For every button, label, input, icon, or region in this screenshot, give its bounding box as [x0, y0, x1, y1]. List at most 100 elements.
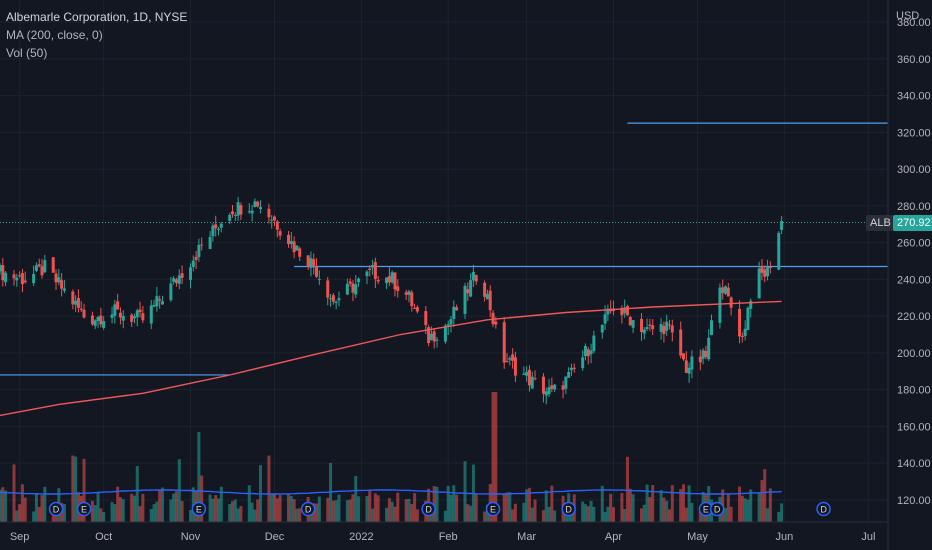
candle-body [623, 307, 627, 314]
candle-body [424, 311, 428, 326]
horizontal-lines [0, 122, 888, 376]
candle-body [485, 293, 489, 300]
volume-bar [513, 503, 517, 522]
candle-body [326, 280, 330, 298]
earnings-marker[interactable] [76, 501, 92, 517]
volume-bar [239, 506, 243, 522]
dividend-marker[interactable] [709, 501, 725, 517]
volume-bar [326, 497, 330, 522]
volume-bar [40, 495, 44, 522]
volume-bar [110, 502, 114, 522]
time-axis[interactable]: Sep Oct Nov Dec 2022 Feb Mar Apr May Jun Jul [0, 521, 888, 543]
volume-bar [278, 495, 282, 522]
candle-body [707, 337, 711, 360]
candle-body [729, 297, 733, 308]
candle-body [687, 367, 691, 374]
candle-body [0, 265, 2, 272]
volume-bar [665, 500, 669, 522]
volume-bar [768, 488, 772, 522]
volume-bar [432, 486, 436, 522]
candle-body [620, 307, 624, 316]
dividend-marker[interactable] [816, 501, 831, 517]
candle-body [743, 328, 747, 337]
candle-body [684, 360, 688, 373]
volume-indicator-label[interactable]: Vol (50) [6, 46, 48, 60]
candle-body [600, 324, 604, 333]
volume-bar [662, 497, 666, 522]
volume-bar [275, 498, 279, 522]
candle-body [259, 207, 263, 210]
volume-bar [449, 494, 453, 522]
time-tick-label: Dec [265, 531, 285, 543]
volume-bar [390, 501, 394, 522]
candle-body [780, 221, 784, 230]
candle-body [701, 350, 705, 359]
volume-bar [256, 499, 260, 522]
volume-bar [684, 507, 688, 522]
candle-body [665, 321, 669, 331]
candle-body [267, 208, 271, 218]
candle-body [132, 316, 136, 319]
dividend-marker[interactable] [48, 501, 64, 517]
candle-body [564, 376, 568, 389]
candle-body [393, 272, 397, 290]
event-marker-label: D [714, 505, 721, 515]
chart-legend: Albemarle Corporation, 1D, NYSE MA (200,… [6, 8, 187, 62]
candle-body [231, 211, 235, 215]
time-tick-label: Apr [605, 531, 622, 543]
candle-body [256, 201, 260, 207]
volume-bar [62, 504, 66, 522]
volume-bar [331, 500, 335, 522]
volume-bar [43, 486, 47, 522]
earnings-marker[interactable] [191, 501, 207, 517]
candle-body [777, 232, 781, 270]
candle-body [354, 284, 358, 295]
candle-body [194, 256, 198, 261]
candle-body [757, 268, 761, 299]
volume-bar [345, 500, 349, 522]
symbol-title[interactable]: Albemarle Corporation, 1D, NYSE [6, 10, 188, 24]
volume-bar [729, 506, 733, 522]
volume-bar [404, 499, 408, 522]
candle-body [298, 248, 302, 257]
ma-indicator-label[interactable]: MA (200, close, 0) [6, 28, 103, 42]
volume-bar [200, 475, 204, 522]
volume-bar [443, 510, 447, 522]
candle-body [138, 309, 142, 313]
candle-body [295, 245, 299, 251]
volume-bar [250, 502, 254, 522]
candle-body [704, 350, 708, 358]
price-tick-label: 300.00 [897, 164, 931, 176]
volume-bar [216, 498, 220, 522]
volume-bar [642, 504, 646, 522]
volume-bar [396, 492, 400, 522]
dividend-marker[interactable] [561, 501, 576, 517]
candle-body [639, 318, 643, 332]
candle-body [581, 357, 585, 369]
price-axis[interactable]: USD380.00360.00340.00320.00300.00280.002… [887, 0, 931, 550]
candle-body [214, 224, 218, 229]
candle-body [331, 295, 335, 302]
candle-body [435, 339, 439, 341]
candle-body [1, 265, 5, 281]
volume-bar [334, 500, 338, 522]
candle-body [385, 277, 389, 284]
event-marker-label: D [820, 505, 827, 515]
candle-body [317, 278, 321, 280]
volume-bar [511, 509, 515, 522]
dividend-marker[interactable] [300, 501, 316, 517]
candle-body [233, 214, 237, 216]
candle-body [645, 327, 649, 329]
earnings-marker[interactable] [485, 501, 501, 517]
candle-body [121, 316, 125, 321]
last-price-badge: 270.92 [893, 214, 932, 231]
volume-bar [348, 499, 352, 522]
volume-bar [600, 485, 604, 522]
dividend-marker[interactable] [421, 501, 436, 517]
candle-body [718, 287, 722, 323]
candle-body [527, 369, 531, 386]
volume-bar [620, 493, 624, 522]
volume-bar [410, 504, 414, 522]
